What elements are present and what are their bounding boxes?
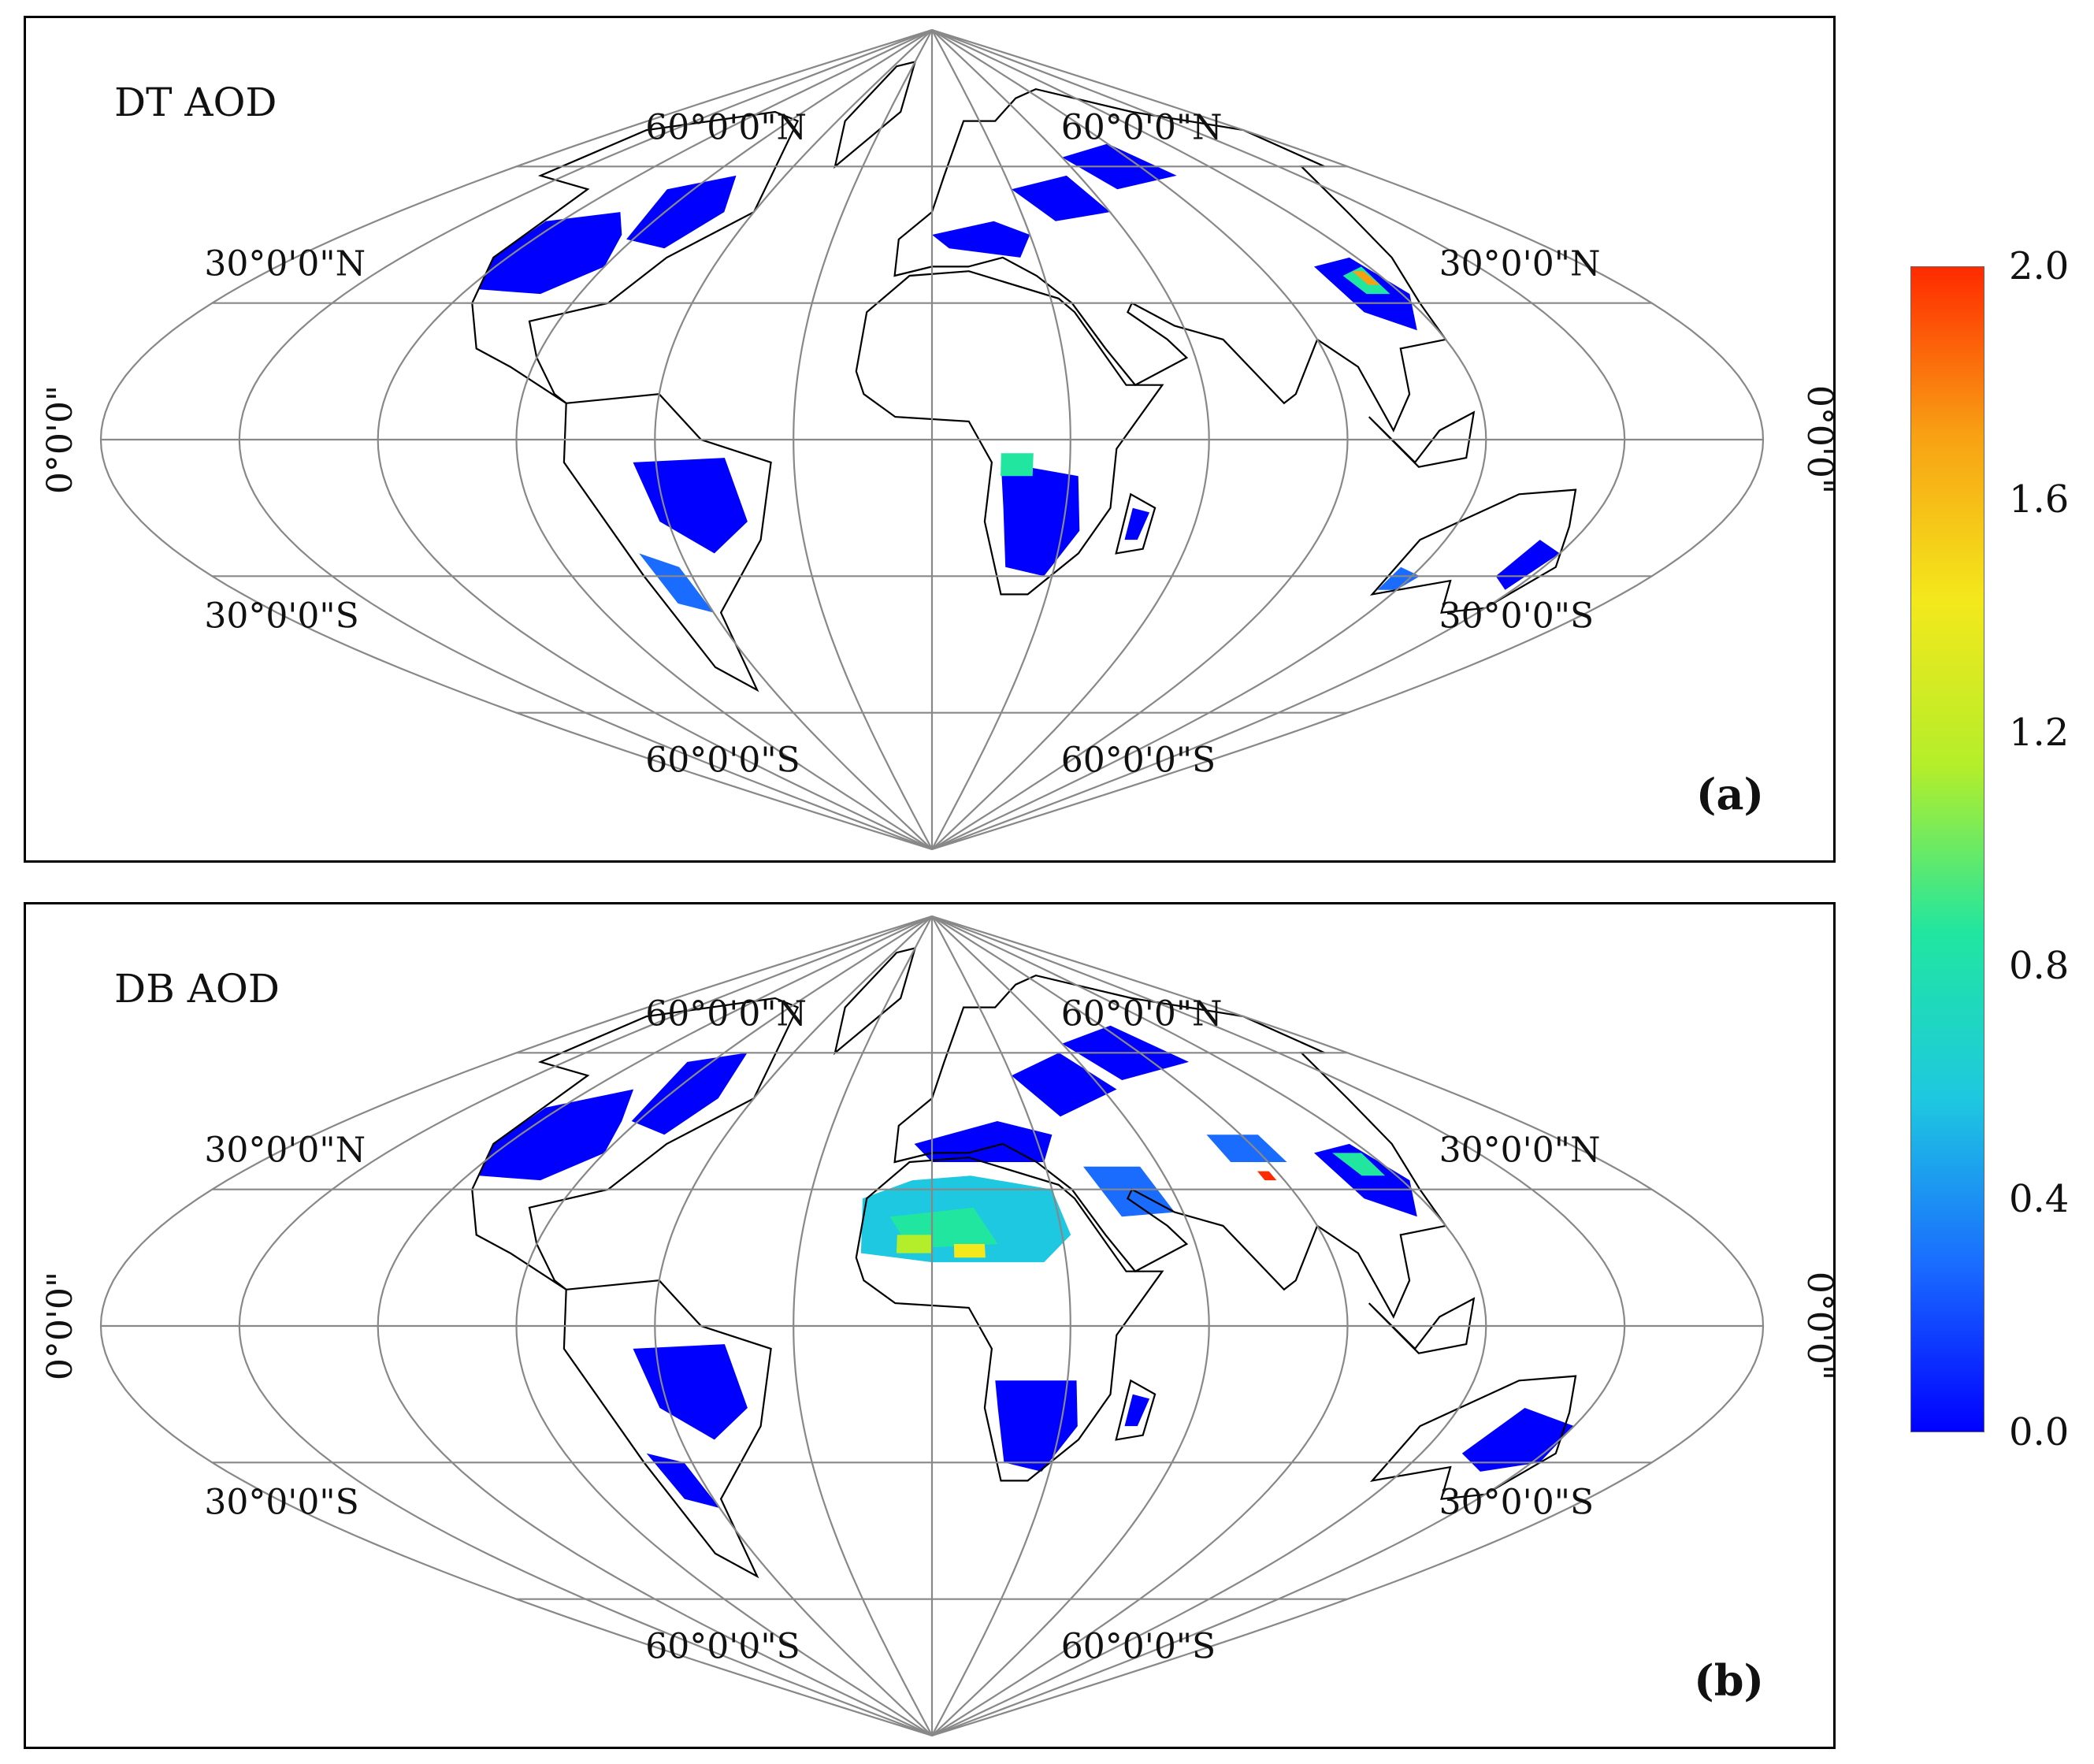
graticule-label: 30°0'0"S [204,596,358,636]
coastline-australia [1369,1375,1577,1500]
graticule-label: 30°0'0"N [204,1131,366,1171]
coastline-europe-asia [893,974,1447,1319]
dt-aod-map: 60°0'0"N 60°0'0"N 30°0'0"N 30°0'0"N 30°0'0"S… [40,28,1838,851]
aod-patch [1377,566,1420,590]
graticule-label: 0°0'0" [40,385,80,494]
aod-patch [1461,1408,1575,1472]
panel-tag: (b) [1694,1655,1764,1706]
aod-patch [1206,1135,1287,1162]
map-panel-db: 60°0'0"N 60°0'0"N 30°0'0"N 30°0'0"N 30°0'0"S… [24,902,1838,1749]
aod-patch [953,1244,986,1258]
graticule-label: 0°0'0" [40,1272,80,1380]
panel-tag: (a) [1695,769,1764,819]
coastline-south-america [562,393,772,693]
coastline-africa [855,1157,1164,1482]
aod-patch [932,221,1030,258]
db-aod-map: 60°0'0"N 60°0'0"N 30°0'0"N 30°0'0"N 30°0'0"S… [40,915,1838,1737]
coastline-madagascar [1115,1379,1157,1441]
coastline-australia [1369,488,1577,614]
aod-patch [1124,1394,1150,1427]
graticule-label: 60°0'0"N [1061,107,1223,147]
graticule-label: 60°0'0"N [645,993,807,1034]
aod-patch [1332,1153,1386,1176]
graticule-label: 30°0'0"S [1439,1482,1594,1522]
graticule-label: 60°0'0"N [645,107,807,147]
coastline-europe-asia [893,87,1447,433]
panel-title: DB AOD [114,966,280,1012]
graticule-label: 0°0'0" [1799,385,1838,494]
aod-colorbar [1910,266,1984,1432]
aod-patch [1352,271,1380,285]
aod-patch [1011,1053,1117,1117]
graticule-label: 0°0'0" [1799,1272,1838,1380]
aod-patch [995,1380,1078,1472]
coastline-sumatra-borneo [1368,410,1476,468]
coastline-sumatra-borneo [1368,1297,1476,1354]
coastline-greenland [834,60,917,169]
graticule-label: 30°0'0"N [204,244,366,284]
aod-patch [633,1344,748,1440]
aod-patch [1257,1171,1277,1181]
graticule-label: 60°0'0"S [1061,1627,1216,1667]
colorbar-tick-label: 0.4 [2009,1177,2070,1221]
coastline-madagascar [1115,492,1157,555]
coastline-greenland [834,946,917,1056]
graticule-label: 30°0'0"S [1439,596,1594,636]
colorbar-tick-label: 1.2 [2009,711,2070,755]
aod-patch [1314,1143,1417,1217]
aod-patch [646,1453,720,1509]
aod-patch [631,1053,748,1135]
aod-patch [1124,507,1150,540]
aod-patch [478,1089,634,1181]
graticule-label: 60°0'0"S [645,1627,800,1667]
aod-patch [1083,1166,1175,1217]
colorbar-tick-label: 0.8 [2009,944,2070,988]
colorbar-tick-label: 2.0 [2009,244,2070,288]
aod-patch [639,553,714,613]
aod-patch [1001,462,1080,577]
map-panel-dt: 60°0'0"N 60°0'0"N 30°0'0"N 30°0'0"N 30°0'0"S… [24,16,1838,863]
aod-patch [633,458,748,554]
graticule-label: 60°0'0"S [645,741,800,781]
graticule-label: 30°0'0"S [204,1482,358,1522]
coastline-south-america [562,1279,772,1579]
aod-patch [1495,540,1560,590]
colorbar-tick-label: 1.6 [2009,477,2070,522]
panel-title: DT AOD [114,80,277,125]
aod-patch [626,175,737,249]
aod-patch [896,1235,932,1253]
graticule-label: 30°0'0"N [1439,244,1601,284]
colorbar-tick-label: 0.0 [2009,1410,2070,1454]
aod-patch [1314,257,1417,331]
aod-patch [1001,453,1034,477]
coastline-africa [855,270,1164,596]
graticule-label: 60°0'0"S [1061,741,1216,781]
graticule-label: 60°0'0"N [1061,993,1223,1034]
aod-patch [478,212,622,295]
aod-patch [1011,175,1110,221]
graticule-label: 30°0'0"N [1439,1131,1601,1171]
